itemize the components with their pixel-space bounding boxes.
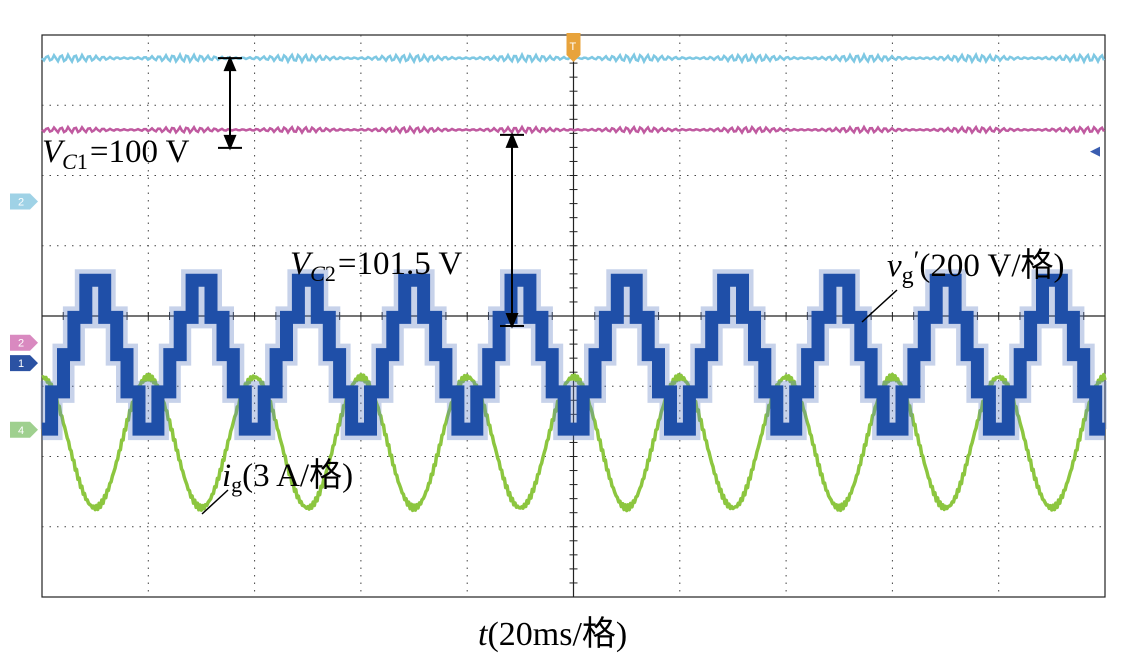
channel-marker-1: 1 xyxy=(10,355,38,372)
channel-marker-shape xyxy=(10,421,38,438)
x-axis-label: t(20ms/格) xyxy=(478,615,627,653)
vc2-dimension-arrow xyxy=(500,132,524,329)
series-vc2-trace xyxy=(41,124,1106,136)
channel-marker-shape xyxy=(10,355,38,372)
channel-marker-label: 1 xyxy=(18,358,24,370)
annotation-vg: vg′(200 V/格) xyxy=(887,246,1064,289)
channel-marker-label: 2 xyxy=(18,338,24,350)
channel-marker-4: 4 xyxy=(10,421,38,438)
arrow-head-down xyxy=(223,134,237,151)
channel-marker-shape xyxy=(10,334,38,351)
annotation-vg-leader xyxy=(861,289,898,323)
annotation-vc1: VC1=100 V xyxy=(42,134,190,174)
channel-marker-label: 4 xyxy=(18,425,24,437)
series-ig-trace xyxy=(41,372,1107,513)
channel-marker-2: 2 xyxy=(10,193,38,210)
channel-marker-2: 2 xyxy=(10,334,38,351)
annotation-ig-leader xyxy=(201,489,229,515)
trigger-marker: T xyxy=(566,33,581,62)
vc1-dimension-arrow xyxy=(218,55,242,151)
arrow-head-up xyxy=(223,55,237,72)
trigger-marker-label: T xyxy=(570,41,577,53)
channel-marker-label: 2 xyxy=(18,196,24,208)
arrow-head-up xyxy=(505,132,519,148)
channel-marker-shape xyxy=(10,193,38,210)
dimension-arrows xyxy=(218,55,524,329)
series-vg-trace xyxy=(42,273,1105,436)
channel-markers: 2 2 1 4 xyxy=(10,146,1100,438)
trigger-marker-shape xyxy=(566,33,581,62)
arrow-head-down xyxy=(505,313,519,329)
annotation-ig: ig(3 A/格) xyxy=(222,457,353,497)
annotation-vc2: VC2=101.5 V xyxy=(290,246,462,286)
trigger-level-marker xyxy=(1090,146,1100,157)
